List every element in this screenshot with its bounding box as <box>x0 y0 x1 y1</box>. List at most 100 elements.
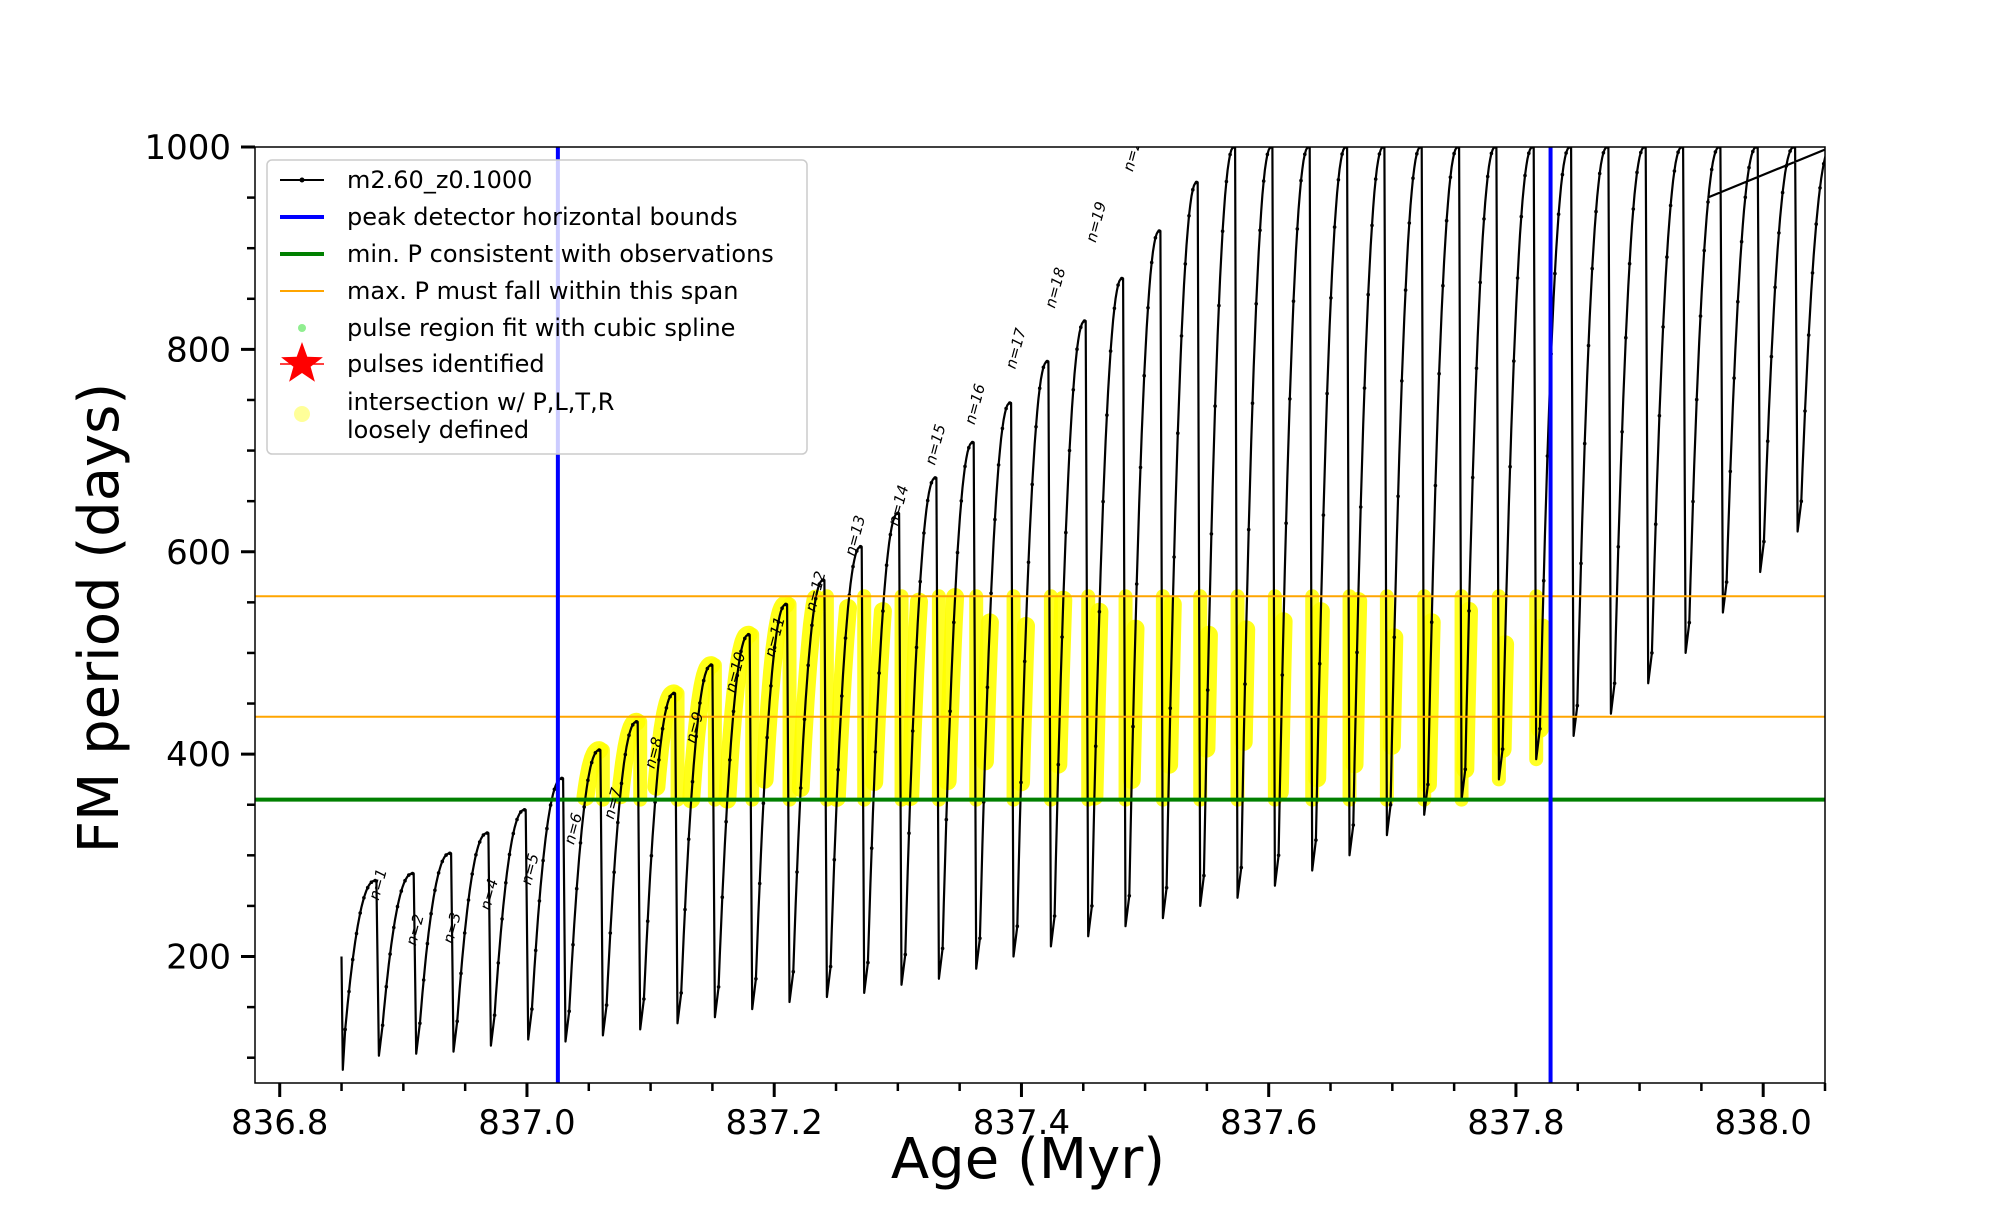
period-marker <box>1004 406 1008 411</box>
period-marker <box>728 758 732 762</box>
period-marker <box>533 948 538 953</box>
period-marker <box>1142 373 1146 378</box>
plot-frame <box>254 146 1826 1084</box>
period-marker <box>967 445 971 450</box>
y-tick-label: 600 <box>166 533 231 573</box>
period-marker <box>769 684 773 688</box>
pulse-label: n=15 <box>921 422 949 466</box>
period-marker <box>724 819 728 824</box>
period-marker <box>1691 499 1695 504</box>
period-marker <box>817 582 822 586</box>
period-marker <box>474 853 478 857</box>
period-marker <box>1258 228 1262 233</box>
period-marker <box>709 663 713 667</box>
period-marker <box>1426 782 1430 787</box>
period-marker <box>1228 152 1232 157</box>
period-marker <box>1336 178 1341 182</box>
x-tick-label: 838.0 <box>1715 1103 1812 1143</box>
period-marker <box>365 885 370 890</box>
period-marker <box>1194 180 1199 185</box>
period-curve <box>340 147 1825 1071</box>
period-marker <box>1250 401 1255 406</box>
period-marker <box>1780 190 1785 195</box>
period-marker <box>1627 261 1632 266</box>
period-marker <box>1295 227 1300 231</box>
period-marker <box>492 1013 497 1017</box>
period-marker <box>1788 149 1792 153</box>
period-marker <box>922 531 926 535</box>
period-marker <box>1299 178 1303 183</box>
period-marker <box>1370 223 1374 228</box>
period-marker <box>1441 283 1445 288</box>
period-marker <box>623 752 628 757</box>
period-marker <box>392 925 396 930</box>
period-marker <box>1396 494 1400 499</box>
period-marker <box>993 517 997 522</box>
period-marker <box>1246 527 1251 532</box>
period-marker <box>1519 214 1524 219</box>
period-marker <box>1217 303 1221 308</box>
period-marker <box>642 997 646 1001</box>
period-marker <box>955 550 960 555</box>
period-marker <box>496 961 501 965</box>
period-marker <box>1377 152 1382 156</box>
pulse-label: n=13 <box>841 513 869 557</box>
period-marker <box>1052 914 1057 918</box>
period-marker <box>1179 334 1184 338</box>
period-marker <box>1090 904 1094 908</box>
period-marker <box>1388 802 1393 807</box>
period-marker <box>858 544 863 549</box>
period-marker <box>1008 401 1012 405</box>
period-marker <box>541 858 545 863</box>
period-marker <box>1149 260 1154 265</box>
period-marker <box>813 596 818 601</box>
period-marker <box>1743 195 1748 200</box>
period-marker <box>701 678 706 683</box>
period-marker <box>836 767 840 772</box>
period-marker <box>1433 483 1438 488</box>
period-marker <box>795 870 799 874</box>
period-marker <box>843 636 848 640</box>
period-marker <box>1288 397 1292 401</box>
legend-label: pulse region fit with cubic spline <box>347 314 735 342</box>
period-marker <box>1560 172 1565 177</box>
period-marker <box>1329 296 1333 300</box>
period-marker <box>1202 873 1206 878</box>
period-marker <box>1239 865 1244 870</box>
period-marker <box>1060 635 1064 639</box>
period-marker <box>1314 838 1318 842</box>
period-marker <box>1736 299 1740 304</box>
period-marker <box>1653 522 1658 526</box>
x-axis-label: Age (Myr) <box>891 1127 1165 1192</box>
period-marker <box>761 801 766 805</box>
period-marker <box>1668 203 1673 208</box>
pulse-label: n=20 <box>1119 129 1147 173</box>
period-marker <box>1362 386 1367 390</box>
period-marker <box>567 1009 571 1013</box>
period-marker <box>1650 651 1654 655</box>
legend-label: loosely defined <box>347 416 529 444</box>
period-marker <box>1553 271 1557 276</box>
period-marker <box>1303 152 1307 157</box>
period-marker <box>668 694 672 699</box>
period-marker <box>369 880 374 884</box>
period-marker <box>440 859 445 864</box>
period-marker <box>1661 325 1665 329</box>
period-marker <box>1773 285 1777 290</box>
period-marker <box>1444 218 1449 223</box>
period-marker <box>933 476 937 480</box>
period-marker <box>1400 379 1404 383</box>
period-marker <box>1728 469 1733 474</box>
period-marker <box>466 898 471 902</box>
period-marker <box>1093 744 1098 748</box>
period-marker <box>1082 319 1087 323</box>
period-marker <box>384 984 389 989</box>
x-tick-label: 837.0 <box>478 1103 575 1143</box>
period-marker <box>504 881 508 885</box>
period-marker <box>1101 499 1105 504</box>
period-curve-markers <box>343 147 1825 1032</box>
period-marker <box>1366 292 1370 297</box>
period-marker <box>418 1021 422 1026</box>
period-marker <box>1358 505 1363 509</box>
